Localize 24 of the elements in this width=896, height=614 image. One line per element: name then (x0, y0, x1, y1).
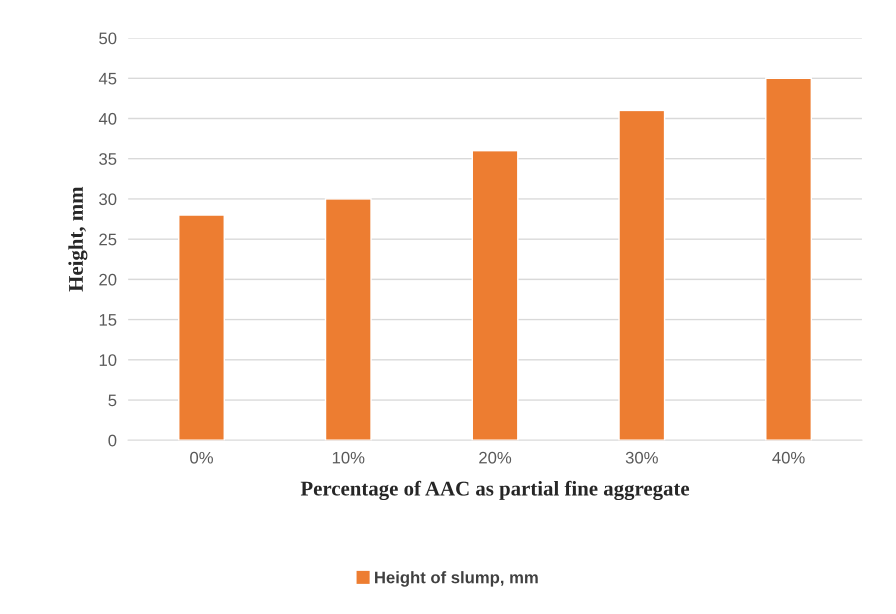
y-tick-label: 10 (100, 354, 116, 366)
x-tick-label: 40% (772, 452, 805, 464)
y-tick-label: 5 (108, 394, 116, 406)
y-tick-label: 30 (99, 193, 116, 206)
legend-label: Height of slump, mm (375, 571, 538, 587)
bar (618, 110, 666, 440)
y-tick-label: 0 (108, 434, 116, 446)
y-tick-label: 50 (99, 32, 116, 44)
bar (472, 150, 518, 440)
x-tick-label: 20% (479, 452, 512, 464)
x-tick-label: 10% (332, 452, 364, 464)
y-tick-label: 40 (98, 112, 116, 125)
bar (178, 214, 225, 440)
y-tick-label: 25 (99, 234, 116, 246)
y-axis-title: Height, mm (68, 186, 88, 292)
y-tick-label: 20 (99, 274, 116, 286)
bar (765, 78, 812, 440)
x-tick-label: 30% (626, 452, 658, 464)
y-tick-label: 45 (98, 72, 116, 84)
y-tick-label: 15 (100, 314, 116, 326)
x-tick-label: 0% (190, 452, 213, 464)
bar (324, 198, 372, 440)
y-tick-label: 35 (99, 153, 116, 165)
x-axis-title: Percentage of AAC as partial fine aggregate (300, 480, 690, 500)
